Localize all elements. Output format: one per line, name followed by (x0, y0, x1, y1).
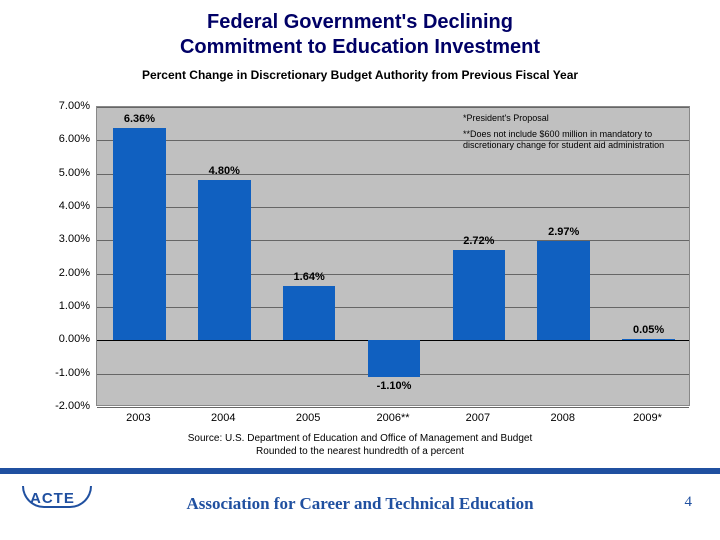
y-tick-label: 3.00% (59, 233, 90, 245)
y-tick-label: -2.00% (55, 400, 90, 412)
bar-value-label: 0.05% (633, 324, 664, 336)
y-tick-label: 6.00% (59, 133, 90, 145)
x-tick-label: 2003 (126, 412, 150, 424)
footer-org-name: Association for Career and Technical Edu… (0, 494, 720, 514)
bar (368, 340, 421, 377)
bar (113, 128, 166, 340)
page-number: 4 (685, 494, 693, 511)
chart-notes: *President's Proposal **Does not include … (463, 113, 683, 152)
slide: Federal Government's Declining Commitmen… (0, 0, 720, 540)
grid-line (97, 174, 689, 175)
x-tick-label: 2008 (550, 412, 574, 424)
source-text: Source: U.S. Department of Education and… (0, 432, 720, 458)
y-axis: 7.00%6.00%5.00%4.00%3.00%2.00%1.00%0.00%… (40, 106, 94, 406)
bar (622, 339, 675, 341)
footer: ACTE Association for Career and Technica… (0, 478, 720, 534)
x-axis: 2003 2004 2005 2006** 2007 2008 2009* (96, 408, 690, 428)
chart-note-line: **Does not include $600 million in manda… (463, 129, 683, 141)
y-tick-label: 4.00% (59, 200, 90, 212)
source-line-1: Source: U.S. Department of Education and… (188, 433, 532, 444)
bar (283, 286, 336, 341)
title-line-1: Federal Government's Declining (207, 11, 513, 33)
bar (453, 250, 506, 341)
chart-area: 7.00%6.00%5.00%4.00%3.00%2.00%1.00%0.00%… (40, 106, 690, 406)
grid-line (97, 240, 689, 241)
bar-value-label: 2.97% (548, 226, 579, 238)
bar-value-label: 1.64% (294, 271, 325, 283)
x-tick-label: 2005 (296, 412, 320, 424)
chart-note-line: *President's Proposal (463, 113, 683, 125)
x-tick-label: 2004 (211, 412, 235, 424)
grid-line (97, 207, 689, 208)
bar-value-label: 4.80% (209, 165, 240, 177)
x-tick-label: 2009* (633, 412, 662, 424)
y-tick-label: 1.00% (59, 300, 90, 312)
footer-divider (0, 468, 720, 474)
chart-note-line: discretionary change for student aid adm… (463, 140, 683, 152)
grid-line (97, 274, 689, 275)
plot-area: *President's Proposal **Does not include … (96, 106, 690, 406)
bar (537, 241, 590, 340)
bar-value-label: 6.36% (124, 113, 155, 125)
title-line-2: Commitment to Education Investment (180, 36, 540, 58)
y-tick-label: 5.00% (59, 167, 90, 179)
x-tick-label: 2006** (376, 412, 409, 424)
bar (198, 180, 251, 340)
y-tick-label: 2.00% (59, 267, 90, 279)
slide-subtitle: Percent Change in Discretionary Budget A… (0, 68, 720, 82)
y-tick-label: 7.00% (59, 100, 90, 112)
source-line-2: Rounded to the nearest hundredth of a pe… (256, 446, 464, 457)
bar-value-label: -1.10% (377, 380, 412, 392)
x-tick-label: 2007 (466, 412, 490, 424)
grid-line (97, 107, 689, 108)
y-tick-label: -1.00% (55, 367, 90, 379)
grid-line (97, 307, 689, 308)
slide-title: Federal Government's Declining Commitmen… (0, 0, 720, 60)
y-tick-label: 0.00% (59, 333, 90, 345)
bar-value-label: 2.72% (463, 235, 494, 247)
grid-line (97, 140, 689, 141)
